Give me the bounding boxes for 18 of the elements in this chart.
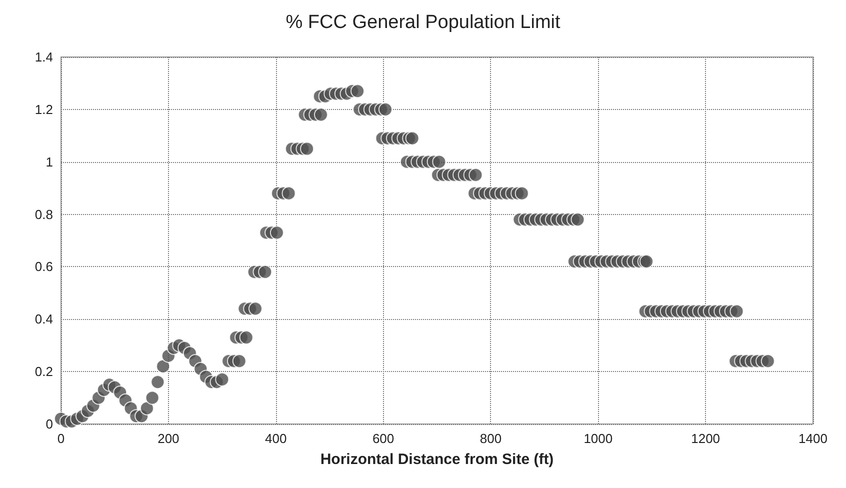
y-tick-label: 0.6 [34,259,53,274]
y-tick-label: 0.8 [34,206,53,222]
y-tick-label: 0.2 [34,364,53,380]
x-axis-title: Horizontal Distance from Site (ft) [320,451,554,468]
x-tick-label: 200 [158,431,180,446]
x-tick-label: 1400 [798,431,828,446]
x-tick-label: 600 [372,431,394,446]
x-tick-label: 400 [265,431,287,446]
chart-title: % FCC General Population Limit [286,12,561,33]
y-tick-label: 0 [46,416,53,432]
y-tick-label: 1 [46,154,53,170]
x-tick-label: 800 [480,431,502,446]
y-tick-label: 1.2 [34,102,53,117]
x-tick-label: 0 [57,431,65,446]
x-tick-label: 1200 [691,431,720,446]
x-tick-label: 1000 [584,431,613,446]
y-tick-label: 0.4 [34,312,53,327]
y-tick-label: 1.4 [34,50,53,64]
